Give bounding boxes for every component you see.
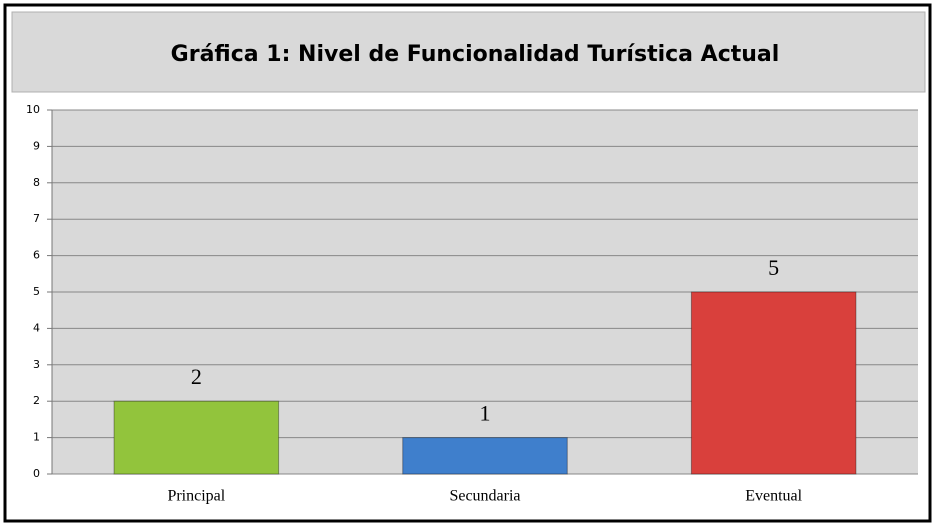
y-tick-label: 1: [33, 431, 40, 444]
data-label: 2: [191, 364, 202, 389]
y-tick-label: 10: [26, 103, 40, 116]
y-tick-label: 2: [33, 394, 40, 407]
y-tick-label: 0: [33, 467, 40, 480]
data-label: 5: [768, 255, 779, 280]
y-tick-label: 9: [33, 139, 40, 152]
x-tick-label: Secundaria: [449, 488, 520, 505]
bar: [113, 400, 280, 475]
bar: [402, 437, 568, 475]
x-tick-label: Eventual: [745, 488, 802, 505]
y-tick-label: 8: [33, 176, 40, 189]
y-tick-label: 7: [33, 212, 40, 225]
x-tick-label: Principal: [167, 488, 225, 505]
bar: [690, 291, 857, 475]
y-tick-label: 4: [33, 321, 40, 334]
y-tick-label: 6: [33, 249, 40, 262]
y-tick-label: 3: [33, 358, 40, 371]
title-band: [11, 11, 926, 93]
data-label: 1: [480, 401, 491, 426]
y-tick-label: 5: [33, 285, 40, 298]
chart-title: Gráfica 1: Nivel de Funcionalidad Turíst…: [171, 42, 780, 67]
